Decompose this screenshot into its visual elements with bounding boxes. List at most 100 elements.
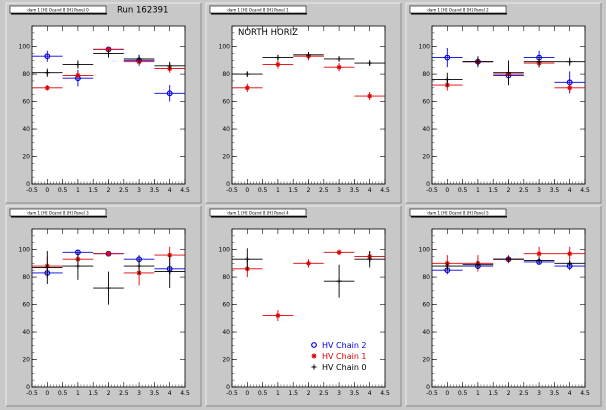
data-point	[554, 83, 585, 92]
x-tick-label: 4.5	[580, 390, 590, 397]
pad-title-box: dam 1 [H] Ocand 8 [H] Panel 5	[409, 208, 507, 218]
x-tick-label: 4.5	[180, 390, 190, 397]
pad-bevel-dark	[406, 206, 602, 407]
y-tick-label: 80	[422, 274, 430, 281]
y-tick-label: 100	[219, 44, 231, 51]
data-point	[93, 250, 124, 257]
x-tick-label: 0	[445, 390, 449, 397]
x-tick-label: 0.5	[258, 390, 268, 397]
y-tick-label: 40	[222, 126, 230, 133]
x-tick-label: 4	[568, 187, 572, 194]
point-marker	[506, 70, 511, 76]
x-tick-label: 0.5	[458, 390, 468, 397]
x-tick-label: 3.5	[550, 187, 560, 194]
x-tick-label: 0	[45, 187, 49, 194]
plot-pad-2: dam 1 [H] Ocand 8 [H] Panel 1-0.5 0 0.5 1 1.…	[205, 2, 402, 204]
x-tick-label: 2.5	[319, 390, 329, 397]
legend-marker	[311, 342, 317, 348]
data-point	[293, 259, 324, 268]
x-tick-label: 1	[276, 187, 280, 194]
x-tick-label: 0	[245, 390, 249, 397]
data-point	[462, 260, 494, 269]
legend-marker	[311, 353, 317, 359]
x-tick-label: -0.5	[426, 187, 438, 194]
x-tick-label: 4	[568, 390, 572, 397]
x-tick-label: 2.5	[519, 187, 529, 194]
y-tick-label: 0	[26, 181, 30, 188]
plot-frame	[431, 25, 586, 185]
pad-title-frame	[209, 5, 307, 14]
series-hv-chain-0	[232, 248, 385, 298]
data-point	[32, 50, 63, 62]
run-label: Run 162391	[117, 6, 168, 16]
data-point	[354, 250, 385, 268]
y-tick-label: 100	[419, 44, 431, 51]
data-point	[232, 83, 263, 92]
point-marker	[567, 59, 573, 65]
point-marker	[536, 258, 542, 264]
point-marker	[106, 285, 111, 291]
pad-bevel-light	[5, 2, 201, 203]
x-tick-label: 2	[507, 187, 511, 194]
data-point	[554, 246, 585, 261]
y-tick-label: 100	[19, 247, 31, 254]
point-marker	[275, 313, 281, 319]
data-point	[554, 260, 585, 267]
point-marker	[336, 278, 342, 284]
x-tick-label: 2.5	[119, 390, 129, 397]
y-tick-label: 40	[22, 126, 30, 133]
y-tick-label: 100	[19, 44, 31, 51]
point-marker	[336, 56, 342, 62]
x-tick-label: 1.5	[288, 187, 298, 194]
data-point	[123, 54, 155, 64]
data-point	[232, 248, 263, 271]
pad-title: dam 1 [H] Ocand 8 [H] Panel 3	[27, 211, 89, 216]
legend-entry: HV Chain 0	[311, 363, 367, 372]
pad-title: dam 1 [H] Ocand 8 [H] Panel 1	[227, 8, 289, 13]
x-tick-label: 1	[276, 390, 280, 397]
point-marker	[244, 256, 250, 262]
legend: HV Chain 2 HV Chain 1 HV Chain 0	[311, 341, 367, 372]
point-marker	[75, 263, 81, 269]
y-tick-label: 0	[426, 181, 430, 188]
data-point	[154, 61, 185, 70]
point-marker	[244, 85, 250, 91]
x-tick-label: 3	[537, 187, 541, 194]
x-tick-label: 1	[76, 390, 80, 397]
data-point	[154, 255, 185, 289]
x-tick-label: 2.5	[519, 390, 529, 397]
plot-frame	[431, 228, 586, 388]
x-tick-label: 3	[337, 390, 341, 397]
x-tick-label: -0.5	[26, 390, 38, 397]
y-tick-label: 0	[226, 384, 230, 391]
panel-annotation: NORTH HORIZ	[238, 28, 298, 38]
pad-title-box: dam 1 [H] Ocand 8 [H] Panel 1	[209, 5, 307, 15]
point-marker	[75, 61, 81, 67]
data-point	[354, 60, 385, 66]
series-hv-chain-0	[32, 49, 185, 77]
x-tick-label: 1.5	[488, 187, 498, 194]
point-marker	[367, 60, 373, 66]
pad-bevel-dark	[6, 3, 202, 204]
pad-title-frame	[409, 208, 507, 217]
pad-title-box: dam 1 [H] Ocand 8 [H] Panel 0	[9, 5, 107, 15]
data-point	[32, 68, 63, 77]
y-tick-label: 60	[22, 99, 30, 106]
x-tick-label: 4	[368, 187, 372, 194]
data-point	[323, 249, 355, 256]
point-marker	[444, 77, 450, 83]
y-tick-label: 60	[422, 302, 430, 309]
x-tick-label: 3	[137, 187, 141, 194]
x-tick-label: -0.5	[226, 390, 238, 397]
plot-frame	[231, 25, 386, 185]
pad-title-frame	[409, 5, 507, 14]
y-tick-label: 100	[219, 247, 231, 254]
point-marker	[536, 251, 542, 257]
point-marker	[244, 71, 250, 77]
data-point	[323, 264, 355, 298]
pad-bevel-dark	[6, 206, 202, 407]
y-tick-label: 80	[222, 274, 230, 281]
series-hv-chain-0	[432, 56, 585, 87]
point-marker	[536, 59, 542, 65]
legend-marker	[311, 364, 317, 370]
